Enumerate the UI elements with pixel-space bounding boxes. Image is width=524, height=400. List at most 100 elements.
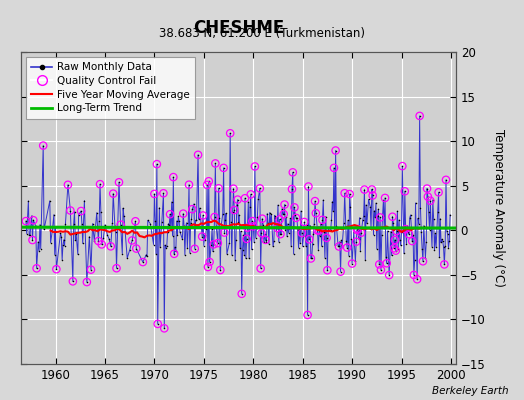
Point [342, 238, 351, 244]
Point [71, 237, 80, 243]
Point [139, 259, 147, 265]
Point [244, 199, 253, 205]
Point [441, 243, 450, 249]
Point [257, 230, 266, 236]
Point [234, 218, 243, 225]
Point [66, 207, 74, 214]
Point [439, 244, 447, 250]
Point [96, 181, 104, 187]
Point [278, 206, 286, 212]
Point [442, 177, 450, 183]
Point [392, 228, 401, 234]
Point [440, 261, 449, 268]
Point [413, 276, 421, 282]
Point [191, 246, 199, 252]
Point [36, 222, 44, 228]
Point [231, 257, 239, 263]
Point [375, 261, 384, 268]
Point [281, 226, 290, 233]
Point [345, 191, 354, 197]
Point [112, 229, 120, 235]
Point [270, 238, 278, 244]
Point [326, 226, 335, 233]
Point [304, 183, 313, 190]
Point [376, 214, 384, 221]
Point [270, 212, 279, 219]
Point [241, 195, 249, 202]
Point [188, 206, 196, 212]
Point [108, 220, 116, 226]
Point [345, 191, 354, 197]
Point [332, 223, 341, 230]
Point [256, 265, 265, 272]
Point [288, 186, 296, 192]
Point [83, 279, 91, 285]
Point [313, 227, 322, 234]
Point [271, 215, 280, 222]
Point [280, 201, 289, 208]
Point [409, 232, 417, 238]
Point [401, 188, 409, 194]
Point [353, 227, 361, 233]
Point [363, 220, 371, 227]
Point [430, 216, 438, 222]
Point [29, 217, 38, 223]
Point [243, 236, 251, 242]
Point [227, 219, 235, 226]
Point [355, 236, 363, 242]
Point [247, 191, 255, 198]
Point [318, 217, 326, 223]
Point [23, 230, 31, 237]
Point [70, 208, 79, 215]
Point [50, 252, 59, 258]
Point [305, 236, 313, 242]
Legend: Raw Monthly Data, Quality Control Fail, Five Year Moving Average, Long-Term Tren: Raw Monthly Data, Quality Control Fail, … [26, 57, 195, 118]
Point [205, 259, 214, 265]
Point [248, 218, 257, 224]
Point [247, 191, 255, 198]
Point [64, 182, 72, 188]
Point [27, 212, 36, 219]
Point [380, 225, 388, 232]
Point [440, 261, 449, 268]
Point [163, 229, 172, 235]
Point [305, 236, 313, 242]
Point [172, 248, 180, 255]
Point [312, 210, 320, 216]
Point [277, 231, 286, 238]
Point [331, 147, 340, 154]
Point [315, 227, 323, 234]
Point [348, 260, 356, 267]
Point [369, 232, 378, 238]
Point [291, 211, 299, 218]
Point [241, 195, 249, 202]
Point [401, 226, 410, 232]
Point [410, 272, 418, 278]
Point [152, 251, 160, 257]
Point [372, 200, 380, 206]
Point [375, 261, 384, 268]
Point [66, 207, 74, 214]
Point [292, 215, 300, 221]
Point [208, 226, 216, 232]
Point [97, 241, 106, 248]
Point [260, 239, 268, 246]
Point [256, 185, 264, 192]
Point [195, 205, 204, 211]
Point [116, 222, 125, 228]
Point [202, 226, 211, 232]
Point [32, 265, 41, 272]
Point [205, 259, 214, 265]
Point [171, 244, 179, 250]
Point [384, 228, 392, 234]
Point [258, 216, 267, 222]
Point [408, 238, 417, 244]
Point [233, 202, 241, 209]
Point [383, 260, 391, 266]
Point [436, 216, 444, 222]
Point [276, 231, 285, 237]
Point [29, 217, 38, 223]
Point [425, 227, 434, 233]
Point [297, 208, 305, 214]
Point [168, 232, 177, 239]
